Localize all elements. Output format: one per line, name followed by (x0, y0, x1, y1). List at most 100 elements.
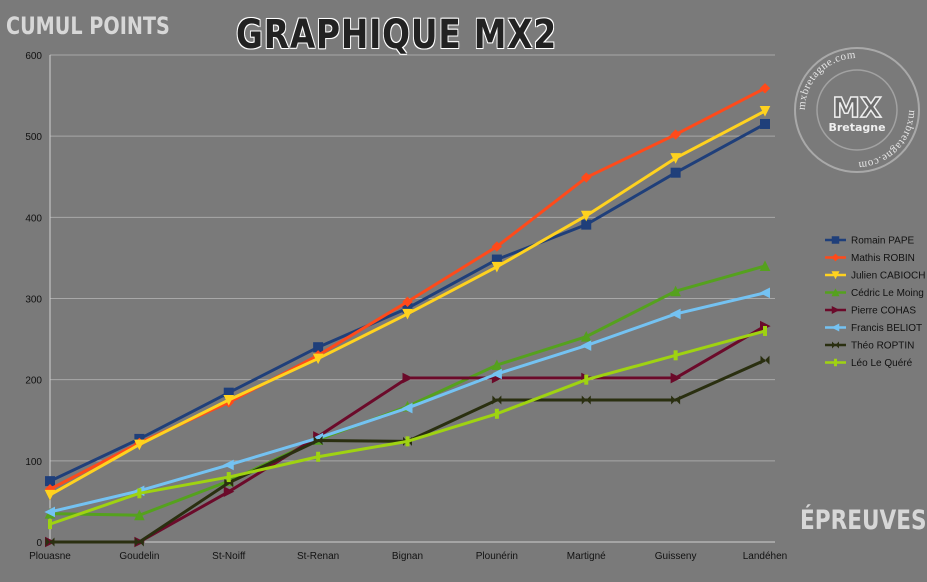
data-point (675, 395, 681, 405)
data-point (670, 167, 681, 178)
legend-item: Romain PAPE (825, 236, 915, 247)
x-tick-label: Guisseny (655, 551, 697, 562)
legend-label: Théo ROPTIN (851, 341, 914, 352)
x-tick-label: Goudelin (119, 551, 159, 562)
data-point (491, 359, 503, 371)
data-point (671, 395, 676, 405)
data-point (491, 368, 502, 380)
legend-label: Léo Le Quéré (851, 358, 913, 369)
y-tick-label: 400 (25, 213, 42, 224)
data-point (494, 408, 499, 419)
legend-label: Julien CABIOCH (851, 271, 925, 282)
legend-item: Julien CABIOCH (825, 271, 925, 282)
legend-item: Francis BELIOT (825, 323, 922, 334)
data-point (496, 395, 502, 405)
watermark-logo: mxbretagne.com mxbretagne.com MX Bretagn… (794, 47, 920, 173)
y-axis-title: CUMUL POINTS (6, 12, 170, 40)
data-point (759, 260, 771, 272)
data-point (580, 340, 592, 351)
data-point (405, 436, 410, 447)
data-point (763, 325, 767, 336)
data-point (580, 331, 592, 342)
data-point (581, 172, 592, 183)
x-tick-label: Plounérin (476, 551, 518, 562)
legend-marker (831, 271, 840, 280)
y-tick-label: 500 (25, 132, 42, 143)
series-6 (45, 355, 770, 547)
data-point (44, 489, 56, 501)
legend-item: Mathis ROBIN (825, 253, 915, 264)
watermark-logo-sub: Bretagne (828, 121, 885, 134)
legend-label: Francis BELIOT (851, 323, 922, 334)
series-5 (44, 287, 770, 518)
data-point (765, 355, 770, 365)
data-point (759, 287, 770, 299)
data-point (670, 285, 681, 297)
grid (50, 54, 775, 543)
data-point (223, 486, 235, 497)
data-point (586, 395, 591, 405)
data-point (228, 478, 234, 488)
series-4 (45, 320, 771, 548)
data-point (223, 394, 235, 406)
y-tick-label: 200 (25, 376, 42, 387)
data-point (402, 308, 413, 320)
y-tick-label: 300 (25, 295, 42, 306)
x-axis-title: ÉPREUVES (800, 505, 927, 536)
x-tick-label: Martigné (567, 551, 606, 562)
series-2 (44, 106, 771, 501)
data-point (581, 219, 592, 230)
data-point (139, 537, 144, 547)
data-point (491, 261, 503, 273)
data-point (318, 436, 323, 446)
data-point (313, 436, 319, 446)
data-point (402, 372, 414, 384)
data-point (223, 459, 234, 471)
data-point (759, 106, 771, 117)
data-point (760, 118, 770, 129)
legend-item: Cédric Le Moing (825, 288, 924, 299)
legend-item: Léo Le Quéré (825, 358, 913, 369)
data-point (759, 83, 771, 94)
legend-marker (831, 306, 840, 314)
data-point (670, 129, 681, 140)
series-line (50, 358, 766, 544)
data-point (581, 395, 587, 405)
y-tick-label: 100 (25, 457, 42, 468)
data-point (137, 488, 142, 499)
legend-label: Romain PAPE (851, 236, 915, 247)
data-point (760, 355, 765, 365)
watermark-logo-main: MX (832, 91, 882, 124)
x-tick-label: St-Noiff (212, 551, 245, 562)
data-point (316, 451, 321, 462)
series-0 (45, 118, 770, 487)
data-point (134, 439, 145, 451)
data-point (134, 509, 145, 521)
legend-marker (831, 288, 840, 297)
data-point (401, 402, 413, 414)
data-point (670, 153, 681, 164)
legend-marker (831, 253, 840, 262)
legend-marker (831, 323, 840, 332)
chart-title: GRAPHIQUE MX2 (236, 12, 558, 58)
data-point (670, 308, 681, 320)
axes: 0 100 200 300 400 500 600 Plouasne Goudelin St-No… (25, 51, 787, 562)
data-point (50, 537, 55, 547)
y-tick-label: 0 (36, 538, 42, 549)
data-point (224, 478, 229, 488)
data-point (45, 537, 50, 547)
data-point (48, 519, 52, 530)
data-point (134, 537, 140, 547)
legend-label: Cédric Le Moing (851, 288, 924, 299)
series-layer (44, 83, 771, 548)
data-point (492, 395, 497, 405)
data-point (673, 350, 678, 361)
legend-marker (832, 341, 836, 349)
legend-marker (835, 341, 839, 349)
data-point (44, 506, 55, 518)
series-7 (48, 325, 767, 530)
series-line (49, 329, 766, 526)
legend: Romain PAPE Mathis ROBIN Julien CABIOCH Céd… (825, 236, 925, 369)
legend-label: Pierre COHAS (851, 306, 916, 317)
